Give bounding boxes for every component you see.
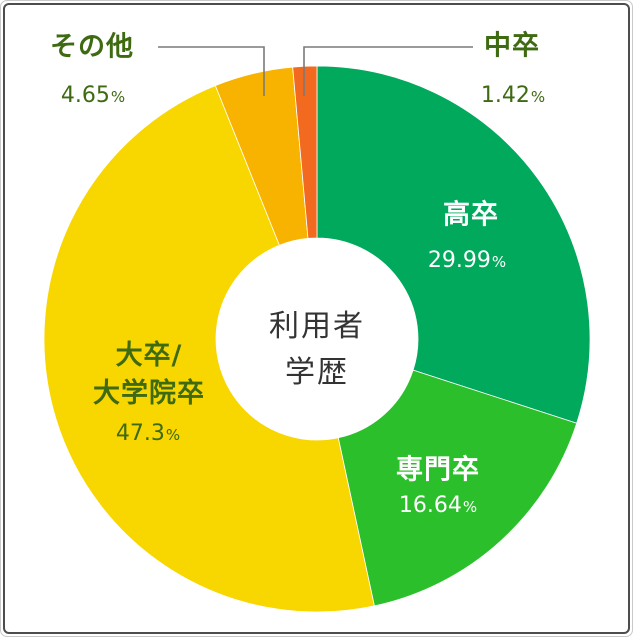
- value-number-junior-high: 1.42: [480, 83, 530, 108]
- category-label-vocational-school: 専門卒: [396, 454, 480, 486]
- value-number-university: 47.3: [115, 421, 165, 446]
- slices: [43, 65, 591, 613]
- percent-unit: %: [491, 253, 507, 271]
- value-number-high-school: 29.99: [427, 248, 491, 273]
- donut-hole: [216, 238, 418, 440]
- leader-line-junior-high: [303, 46, 473, 96]
- percent-unit: %: [530, 88, 546, 106]
- value-label-other: 4.65%: [61, 85, 125, 107]
- value-label-junior-high: 1.42%: [481, 85, 545, 107]
- value-label-high-school: 29.99%: [428, 250, 506, 272]
- value-label-university: 47.3%: [116, 423, 180, 445]
- value-label-vocational-school: 16.64%: [399, 495, 477, 517]
- percent-unit: %: [462, 498, 478, 516]
- percent-unit: %: [110, 88, 126, 106]
- value-number-other: 4.65: [60, 83, 110, 108]
- leader-line-other: [158, 46, 265, 96]
- category-label-university: 大卒/ 大学院卒: [93, 340, 205, 409]
- value-number-vocational-school: 16.64: [398, 493, 462, 518]
- category-label-junior-high: 中卒: [484, 30, 540, 62]
- percent-unit: %: [165, 426, 181, 444]
- category-label-high-school: 高卒: [443, 199, 499, 231]
- chart-title: 利用者 学歴: [269, 309, 365, 390]
- category-label-other: その他: [50, 31, 134, 63]
